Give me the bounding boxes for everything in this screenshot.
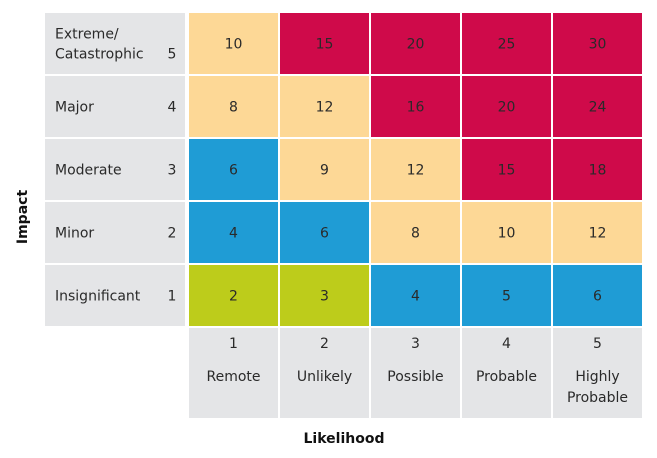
- impact-score: 4: [168, 100, 177, 116]
- risk-cell-value: 3: [320, 289, 329, 305]
- risk-cell-value: 2: [229, 289, 238, 305]
- impact-label: Catastrophic: [55, 47, 144, 63]
- risk-cell-value: 15: [498, 163, 516, 179]
- risk-cell: [280, 265, 369, 326]
- risk-cell-value: 6: [320, 226, 329, 242]
- risk-cell-value: 8: [229, 100, 238, 116]
- risk-cell: [280, 202, 369, 263]
- risk-cell: [371, 202, 460, 263]
- impact-score: 2: [168, 226, 177, 242]
- impact-score: 1: [168, 289, 177, 305]
- risk-cell: [553, 202, 642, 263]
- likelihood-label: Probable: [476, 369, 537, 385]
- risk-cell: [553, 76, 642, 137]
- likelihood-score: 5: [593, 336, 602, 352]
- impact-label: Extreme/: [55, 27, 119, 43]
- likelihood-score: 4: [502, 336, 511, 352]
- impact-label: Moderate: [55, 163, 122, 179]
- impact-label: Major: [55, 100, 94, 116]
- likelihood-label-bg: [462, 328, 551, 418]
- risk-cell: [280, 76, 369, 137]
- impact-score: 5: [168, 47, 177, 63]
- impact-label: Minor: [55, 226, 94, 242]
- likelihood-labels: 1 Remote 2 Unlikely 3 Possible 4 Probable 5 Highl…: [189, 328, 642, 418]
- y-axis-title: Impact: [15, 190, 31, 245]
- impact-label-bg: [45, 139, 185, 200]
- risk-cell-value: 12: [316, 100, 334, 116]
- likelihood-label: Possible: [387, 369, 443, 385]
- risk-cell-value: 4: [411, 289, 420, 305]
- risk-cell-value: 10: [225, 37, 243, 53]
- risk-cell-value: 20: [407, 37, 425, 53]
- risk-cell: [189, 76, 278, 137]
- risk-cell: [462, 76, 551, 137]
- likelihood-score: 2: [320, 336, 329, 352]
- risk-cell-value: 20: [498, 100, 516, 116]
- risk-cell-value: 16: [407, 100, 425, 116]
- impact-labels: Extreme/Catastrophic 5 Major 4 Moderate 3 Mino…: [45, 13, 185, 326]
- impact-label: Insignificant: [55, 289, 141, 305]
- risk-cell: [371, 265, 460, 326]
- risk-cell-value: 5: [502, 289, 511, 305]
- likelihood-label-bg: [189, 328, 278, 418]
- risk-cell-value: 18: [589, 163, 607, 179]
- likelihood-label-bg: [553, 328, 642, 418]
- risk-cell-value: 30: [589, 37, 607, 53]
- risk-cell: [371, 13, 460, 74]
- risk-cell-value: 25: [498, 37, 516, 53]
- likelihood-label-bg: [371, 328, 460, 418]
- impact-score: 3: [168, 163, 177, 179]
- risk-cell: [189, 139, 278, 200]
- risk-cell: [371, 76, 460, 137]
- risk-cell-value: 12: [407, 163, 425, 179]
- likelihood-score: 3: [411, 336, 420, 352]
- impact-label-bg: [45, 202, 185, 263]
- x-axis-title: Likelihood: [304, 431, 385, 447]
- risk-cell: [462, 265, 551, 326]
- risk-cell-value: 10: [498, 226, 516, 242]
- risk-cell-value: 6: [229, 163, 238, 179]
- risk-cell: [189, 265, 278, 326]
- likelihood-label: Probable: [567, 390, 628, 406]
- risk-cell-value: 24: [589, 100, 607, 116]
- risk-cell: [280, 13, 369, 74]
- risk-cell-value: 15: [316, 37, 334, 53]
- risk-cell-value: 6: [593, 289, 602, 305]
- risk-cell-value: 8: [411, 226, 420, 242]
- impact-label-bg: [45, 265, 185, 326]
- likelihood-label: Remote: [206, 369, 260, 385]
- risk-cell: [462, 202, 551, 263]
- risk-cell: [553, 13, 642, 74]
- risk-cell: [462, 13, 551, 74]
- risk-cell: [189, 13, 278, 74]
- risk-cell: [189, 202, 278, 263]
- risk-cell-value: 12: [589, 226, 607, 242]
- likelihood-label: Highly: [575, 369, 619, 385]
- risk-cell: [462, 139, 551, 200]
- impact-label-bg: [45, 13, 185, 74]
- risk-cell: [280, 139, 369, 200]
- risk-cell: [371, 139, 460, 200]
- risk-cell: [553, 139, 642, 200]
- likelihood-label-bg: [280, 328, 369, 418]
- impact-label-bg: [45, 76, 185, 137]
- matrix-cells: 10 15 20 25 30 8 12 16 20 24 6 9 12 15 18 4 6 8 10 12 2 3 4 5 6: [189, 13, 642, 326]
- risk-cell: [553, 265, 642, 326]
- risk-cell-value: 4: [229, 226, 238, 242]
- risk-cell-value: 9: [320, 163, 329, 179]
- likelihood-label: Unlikely: [297, 369, 352, 385]
- likelihood-score: 1: [229, 336, 238, 352]
